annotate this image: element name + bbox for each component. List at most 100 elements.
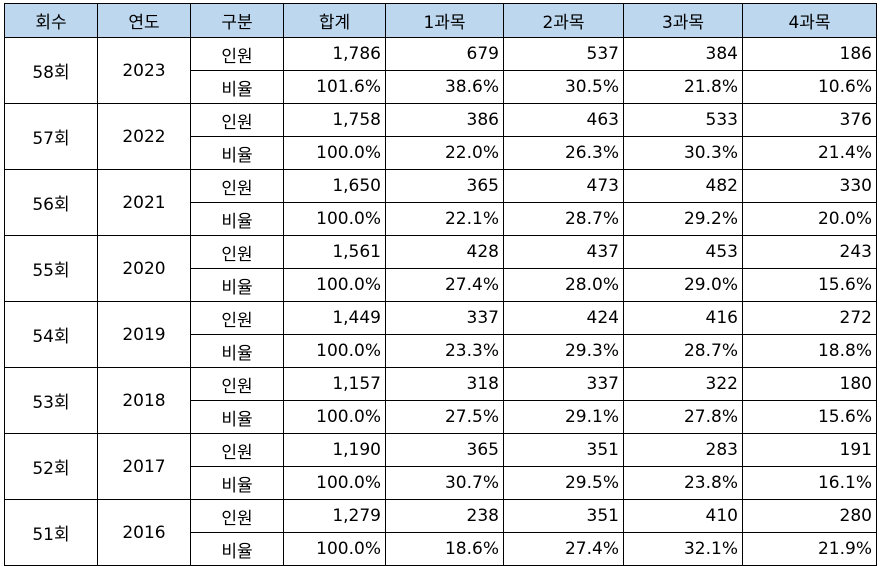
count-subject-2-cell: 463 [503,103,624,137]
ratio-subject-1-cell: 38.6% [385,70,504,104]
category-cell: 비율 [190,466,284,500]
category-cell: 인원 [190,367,284,401]
table-row: 56회 2021 인원 1,650 365 473 482 330 [4,169,877,236]
exam-stats-table: 회수 연도 구분 합계 1과목 2과목 3과목 4과목 58회 2023 인원 1,7… [4,3,877,566]
count-subject-3-cell: 482 [623,169,743,203]
ratio-subject-1-cell: 22.1% [385,202,504,236]
category-cell: 비율 [190,136,284,170]
header-total: 합계 [283,3,386,38]
ratio-total-cell: 100.0% [283,466,386,500]
ratio-subject-3-cell: 27.8% [623,400,743,434]
category-cell: 인원 [190,37,284,71]
ratio-total-cell: 100.0% [283,334,386,368]
ratio-subject-4-cell: 18.8% [742,334,877,368]
count-subject-4-cell: 272 [742,301,877,335]
ratio-subject-1-cell: 27.4% [385,268,504,302]
ratio-subject-4-cell: 10.6% [742,70,877,104]
count-subject-1-cell: 386 [385,103,504,137]
count-subject-2-cell: 337 [503,367,624,401]
count-subject-1-cell: 365 [385,169,504,203]
category-cell: 인원 [190,301,284,335]
count-subject-4-cell: 376 [742,103,877,137]
count-subject-3-cell: 416 [623,301,743,335]
year-cell: 2021 [97,169,191,236]
ratio-total-cell: 100.0% [283,268,386,302]
count-subject-1-cell: 318 [385,367,504,401]
ratio-total-cell: 100.0% [283,136,386,170]
table-row: 53회 2018 인원 1,157 318 337 322 180 [4,367,877,434]
ratio-subject-2-cell: 28.7% [503,202,624,236]
table-row: 57회 2022 인원 1,758 386 463 533 376 [4,103,877,170]
count-subject-4-cell: 330 [742,169,877,203]
count-subject-2-cell: 351 [503,499,624,533]
table-row: 비율 100.0% 22.0% 26.3% 30.3% 21.4% [5,136,877,170]
ratio-subject-4-cell: 21.4% [742,136,877,170]
category-cell: 비율 [190,532,284,566]
count-total-cell: 1,190 [283,433,386,467]
count-subject-2-cell: 424 [503,301,624,335]
count-total-cell: 1,449 [283,301,386,335]
ratio-subject-2-cell: 29.5% [503,466,624,500]
round-cell: 51회 [4,499,98,566]
round-cell: 57회 [4,103,98,170]
count-total-cell: 1,279 [283,499,386,533]
category-cell: 비율 [190,202,284,236]
count-subject-4-cell: 186 [742,37,877,71]
header-round: 회수 [4,3,98,38]
count-subject-1-cell: 337 [385,301,504,335]
ratio-total-cell: 100.0% [283,400,386,434]
ratio-subject-4-cell: 21.9% [742,532,877,566]
ratio-subject-1-cell: 30.7% [385,466,504,500]
table-row: 55회 2020 인원 1,561 428 437 453 243 [4,235,877,302]
ratio-subject-3-cell: 28.7% [623,334,743,368]
header-subject-4: 4과목 [742,3,877,38]
table-row: 비율 101.6% 38.6% 30.5% 21.8% 10.6% [5,70,877,104]
count-total-cell: 1,561 [283,235,386,269]
header-subject-3: 3과목 [623,3,743,38]
round-cell: 55회 [4,235,98,302]
count-total-cell: 1,157 [283,367,386,401]
category-cell: 비율 [190,334,284,368]
category-cell: 인원 [190,433,284,467]
category-cell: 비율 [190,70,284,104]
ratio-subject-1-cell: 18.6% [385,532,504,566]
round-cell: 52회 [4,433,98,500]
round-cell: 58회 [4,37,98,104]
ratio-subject-3-cell: 29.0% [623,268,743,302]
category-cell: 인원 [190,499,284,533]
round-cell: 56회 [4,169,98,236]
ratio-subject-4-cell: 16.1% [742,466,877,500]
ratio-subject-3-cell: 23.8% [623,466,743,500]
header-subject-1: 1과목 [385,3,504,38]
category-cell: 인원 [190,235,284,269]
ratio-subject-1-cell: 23.3% [385,334,504,368]
year-cell: 2016 [97,499,191,566]
ratio-total-cell: 100.0% [283,532,386,566]
ratio-subject-4-cell: 20.0% [742,202,877,236]
ratio-subject-3-cell: 21.8% [623,70,743,104]
count-subject-1-cell: 238 [385,499,504,533]
count-subject-3-cell: 453 [623,235,743,269]
count-subject-2-cell: 351 [503,433,624,467]
count-total-cell: 1,650 [283,169,386,203]
ratio-subject-3-cell: 32.1% [623,532,743,566]
table-row: 비율 100.0% 30.7% 29.5% 23.8% 16.1% [5,466,877,500]
count-subject-3-cell: 322 [623,367,743,401]
ratio-subject-3-cell: 29.2% [623,202,743,236]
year-cell: 2023 [97,37,191,104]
table-body: 58회 2023 인원 1,786 679 537 384 186 비율 101.6% 38.6% 3… [4,37,877,566]
count-subject-4-cell: 180 [742,367,877,401]
count-total-cell: 1,786 [283,37,386,71]
ratio-subject-2-cell: 26.3% [503,136,624,170]
ratio-subject-2-cell: 29.3% [503,334,624,368]
header-category: 구분 [190,3,284,38]
ratio-subject-2-cell: 27.4% [503,532,624,566]
header-subject-2: 2과목 [503,3,624,38]
category-cell: 비율 [190,400,284,434]
ratio-subject-1-cell: 22.0% [385,136,504,170]
count-subject-4-cell: 243 [742,235,877,269]
category-cell: 인원 [190,169,284,203]
count-subject-4-cell: 191 [742,433,877,467]
ratio-subject-4-cell: 15.6% [742,268,877,302]
count-subject-1-cell: 679 [385,37,504,71]
